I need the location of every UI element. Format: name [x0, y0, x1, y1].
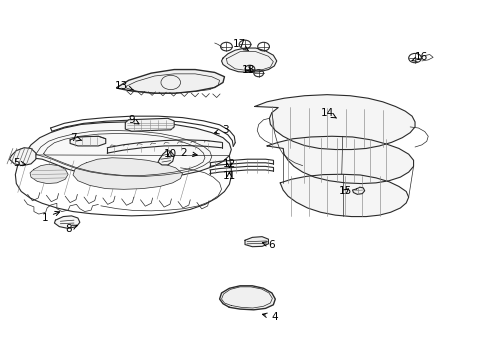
Text: 3: 3: [215, 125, 229, 135]
Text: 1: 1: [41, 211, 60, 222]
Text: 6: 6: [262, 240, 275, 250]
Polygon shape: [73, 158, 182, 189]
Text: 11: 11: [223, 171, 236, 181]
Polygon shape: [255, 95, 415, 149]
Text: 9: 9: [128, 115, 139, 125]
Polygon shape: [280, 174, 409, 217]
Text: 18: 18: [242, 64, 255, 75]
Polygon shape: [352, 187, 365, 194]
Polygon shape: [70, 136, 106, 146]
Polygon shape: [9, 148, 36, 166]
Polygon shape: [221, 48, 277, 72]
Text: 4: 4: [263, 312, 278, 322]
Text: 15: 15: [339, 186, 352, 197]
Text: 16: 16: [412, 52, 428, 62]
Text: 7: 7: [70, 133, 82, 143]
Text: 12: 12: [223, 159, 236, 169]
Polygon shape: [267, 136, 414, 184]
Text: 14: 14: [320, 108, 337, 118]
Text: 13: 13: [115, 81, 134, 91]
Polygon shape: [158, 150, 174, 165]
Text: 5: 5: [13, 158, 25, 168]
Polygon shape: [245, 237, 269, 247]
Polygon shape: [125, 118, 174, 131]
Text: 10: 10: [164, 149, 177, 159]
Text: 2: 2: [181, 148, 197, 158]
Polygon shape: [30, 164, 68, 184]
Polygon shape: [117, 69, 224, 93]
Polygon shape: [54, 216, 80, 228]
Text: 8: 8: [65, 225, 77, 234]
Polygon shape: [220, 286, 275, 310]
Text: 17: 17: [233, 40, 248, 51]
Polygon shape: [24, 122, 231, 179]
